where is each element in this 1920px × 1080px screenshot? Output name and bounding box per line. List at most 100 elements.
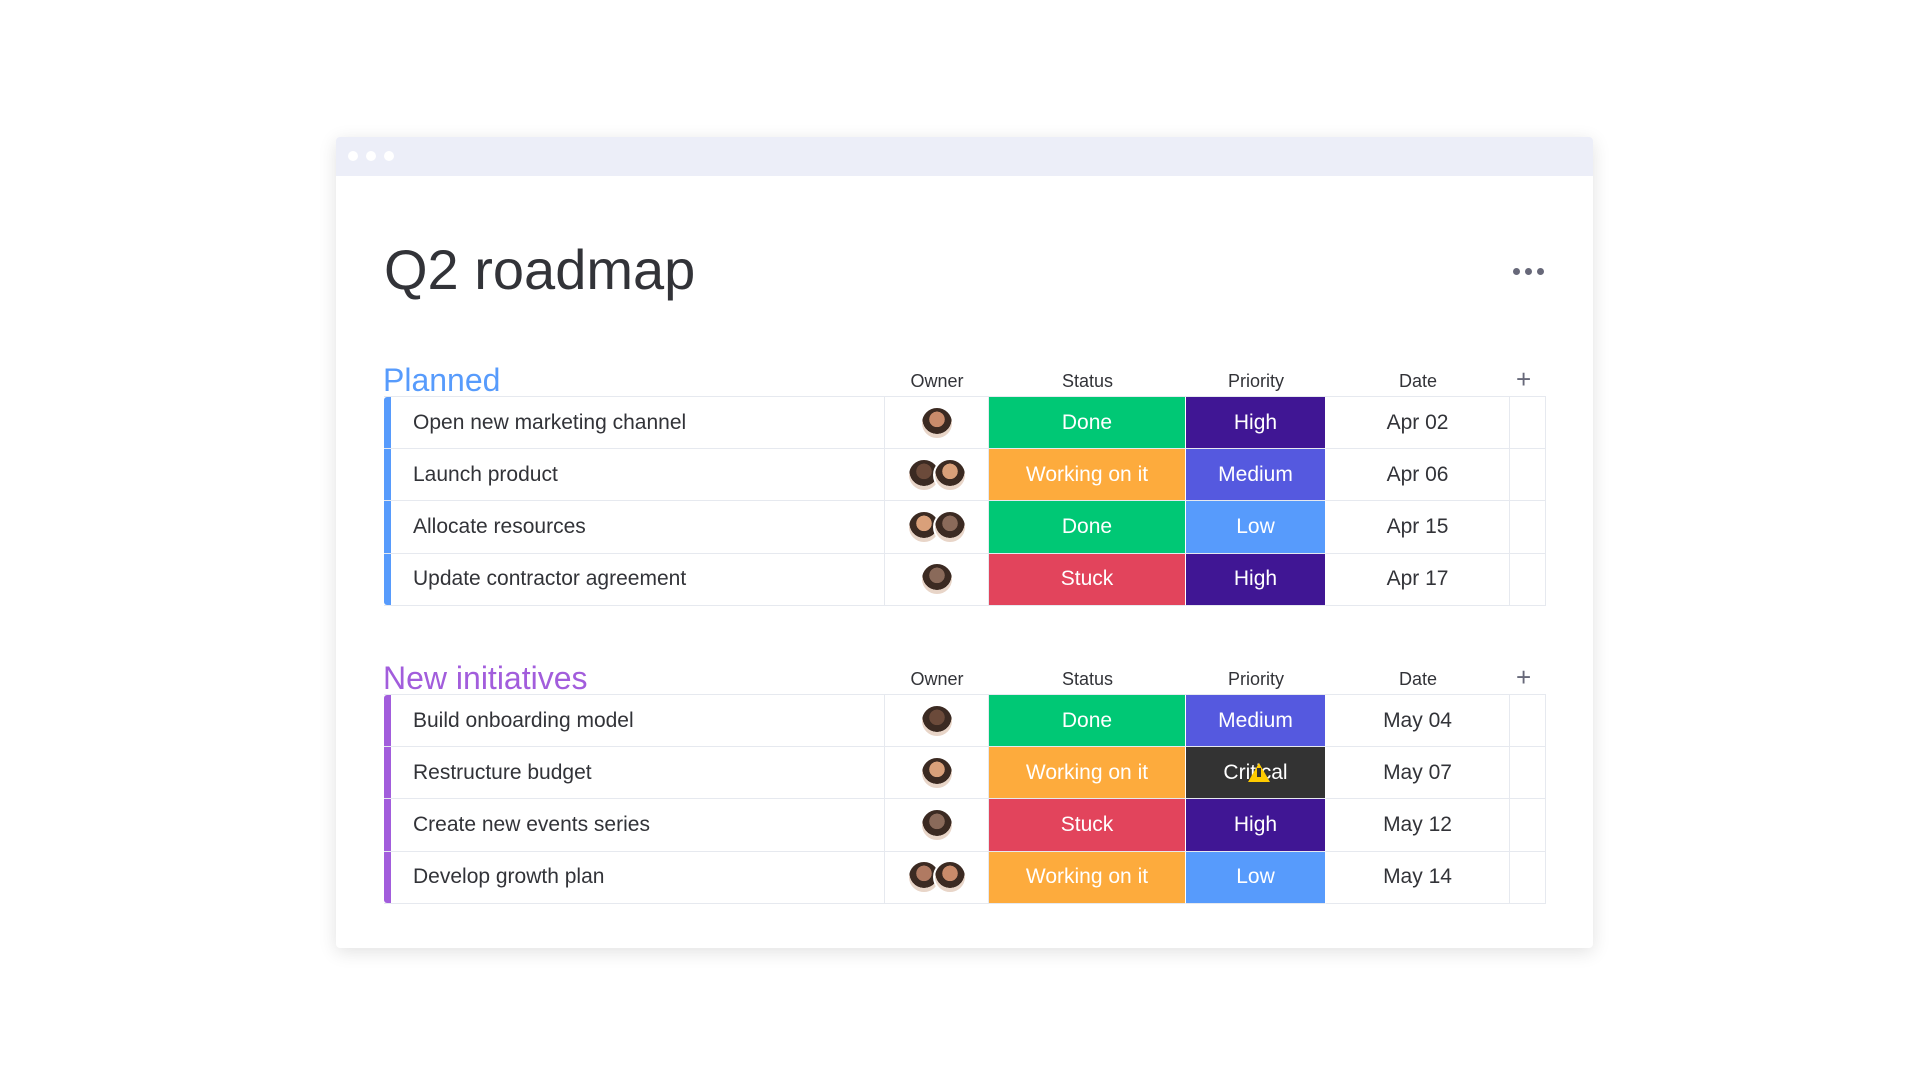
owner-cell — [885, 449, 989, 502]
status-cell: Stuck — [989, 799, 1186, 852]
owner-cell — [885, 553, 989, 606]
task-name[interactable]: Build onboarding model — [413, 708, 634, 732]
date-label[interactable]: May 07 — [1383, 760, 1452, 784]
date-label[interactable]: Apr 17 — [1386, 567, 1449, 591]
owner-avatar[interactable] — [919, 703, 954, 738]
add-column[interactable]: + — [1516, 364, 1532, 394]
owner-cell — [885, 851, 989, 904]
status-label[interactable]: Working on it — [1025, 865, 1149, 889]
owner-avatar[interactable] — [919, 562, 954, 597]
status-label[interactable]: Done — [1061, 514, 1113, 538]
date-cell: May 14 — [1326, 851, 1510, 904]
priority-cell: Low — [1186, 501, 1326, 554]
window-bar — [336, 137, 1593, 176]
status-cell: Done — [989, 695, 1186, 748]
more-dot[interactable] — [1525, 268, 1532, 275]
owner-avatar[interactable] — [919, 405, 954, 440]
date-cell: Apr 02 — [1326, 397, 1510, 450]
date-label[interactable]: May 04 — [1383, 708, 1452, 732]
group-table: Open new marketing channel Done High Apr 02… — [384, 396, 1546, 606]
column-header: Date — [1398, 669, 1438, 689]
date-label[interactable]: Apr 06 — [1386, 462, 1449, 486]
more-dot[interactable] — [1513, 268, 1520, 275]
column-header: Date — [1398, 371, 1438, 391]
column-header: Owner — [910, 669, 964, 689]
task-name[interactable]: Restructure budget — [413, 760, 592, 784]
status-label[interactable]: Done — [1061, 708, 1113, 732]
status-cell: Working on it — [989, 449, 1186, 502]
column-header: Owner — [910, 371, 964, 391]
date-cell: May 07 — [1326, 747, 1510, 800]
group-title[interactable]: New initiatives — [383, 660, 588, 696]
empty-cell — [1510, 501, 1546, 554]
task-cell: Develop growth plan — [384, 851, 885, 904]
date-cell: Apr 06 — [1326, 449, 1510, 502]
status-label[interactable]: Done — [1061, 410, 1113, 434]
status-cell: Working on it — [989, 851, 1186, 904]
date-label[interactable]: Apr 02 — [1386, 410, 1449, 434]
task-cell: Restructure budget — [384, 747, 885, 800]
empty-cell — [1510, 851, 1546, 904]
priority-label[interactable]: Low — [1236, 865, 1275, 889]
window-dot — [366, 151, 376, 161]
warning-icon — [1247, 763, 1270, 783]
task-name[interactable]: Update contractor agreement — [413, 567, 687, 591]
task-name[interactable]: Allocate resources — [413, 514, 586, 538]
date-cell: Apr 17 — [1326, 553, 1510, 606]
date-cell: May 12 — [1326, 799, 1510, 852]
owner-avatar[interactable] — [932, 860, 967, 895]
owner-cell — [885, 695, 989, 748]
column-header: Status — [1061, 669, 1114, 689]
owner-avatar[interactable] — [906, 457, 941, 492]
priority-cell: Critical — [1186, 747, 1326, 800]
status-cell: Working on it — [989, 747, 1186, 800]
column-header: Priority — [1227, 371, 1284, 391]
task-name[interactable]: Open new marketing channel — [413, 410, 687, 434]
priority-label[interactable]: High — [1233, 567, 1278, 591]
date-label[interactable]: May 14 — [1383, 865, 1452, 889]
task-name[interactable]: Create new events series — [413, 812, 650, 836]
group-title[interactable]: Planned — [383, 362, 501, 398]
status-label[interactable]: Working on it — [1025, 462, 1149, 486]
status-cell: Stuck — [989, 553, 1186, 606]
owner-avatar[interactable] — [932, 457, 967, 492]
owner-avatar[interactable] — [919, 755, 954, 790]
status-label[interactable]: Stuck — [1060, 812, 1114, 836]
priority-label[interactable]: Medium — [1218, 708, 1293, 732]
column-header: Priority — [1227, 669, 1284, 689]
date-cell: Apr 15 — [1326, 501, 1510, 554]
owner-avatar[interactable] — [932, 509, 967, 544]
task-name[interactable]: Launch product — [413, 462, 558, 486]
priority-label[interactable]: High — [1233, 410, 1278, 434]
more-dot[interactable] — [1537, 268, 1544, 275]
priority-label[interactable]: Low — [1236, 514, 1275, 538]
date-label[interactable]: May 12 — [1383, 812, 1452, 836]
board-title: Q2 roadmap — [384, 238, 696, 301]
priority-label[interactable]: High — [1233, 812, 1278, 836]
column-header: Status — [1061, 371, 1114, 391]
owner-avatar[interactable] — [919, 807, 954, 842]
owner-cell — [885, 501, 989, 554]
owner-cell — [885, 747, 989, 800]
add-column[interactable]: + — [1516, 662, 1532, 692]
window-dot — [348, 151, 358, 161]
status-label[interactable]: Working on it — [1025, 760, 1149, 784]
priority-cell: Medium — [1186, 449, 1326, 502]
empty-cell — [1510, 553, 1546, 606]
date-label[interactable]: Apr 15 — [1386, 514, 1449, 538]
priority-cell: Medium — [1186, 695, 1326, 748]
owner-cell — [885, 799, 989, 852]
status-label[interactable]: Stuck — [1060, 567, 1114, 591]
task-cell: Allocate resources — [384, 501, 885, 554]
group-table: Build onboarding model Done Medium May 04 Re… — [384, 694, 1546, 904]
task-cell: Update contractor agreement — [384, 553, 885, 606]
owner-avatar[interactable] — [906, 509, 941, 544]
priority-cell: High — [1186, 799, 1326, 852]
task-cell: Open new marketing channel — [384, 397, 885, 450]
task-name[interactable]: Develop growth plan — [413, 865, 605, 889]
empty-cell — [1510, 695, 1546, 748]
priority-cell: High — [1186, 553, 1326, 606]
owner-cell — [885, 397, 989, 450]
task-cell: Launch product — [384, 449, 885, 502]
priority-label[interactable]: Medium — [1218, 462, 1293, 486]
